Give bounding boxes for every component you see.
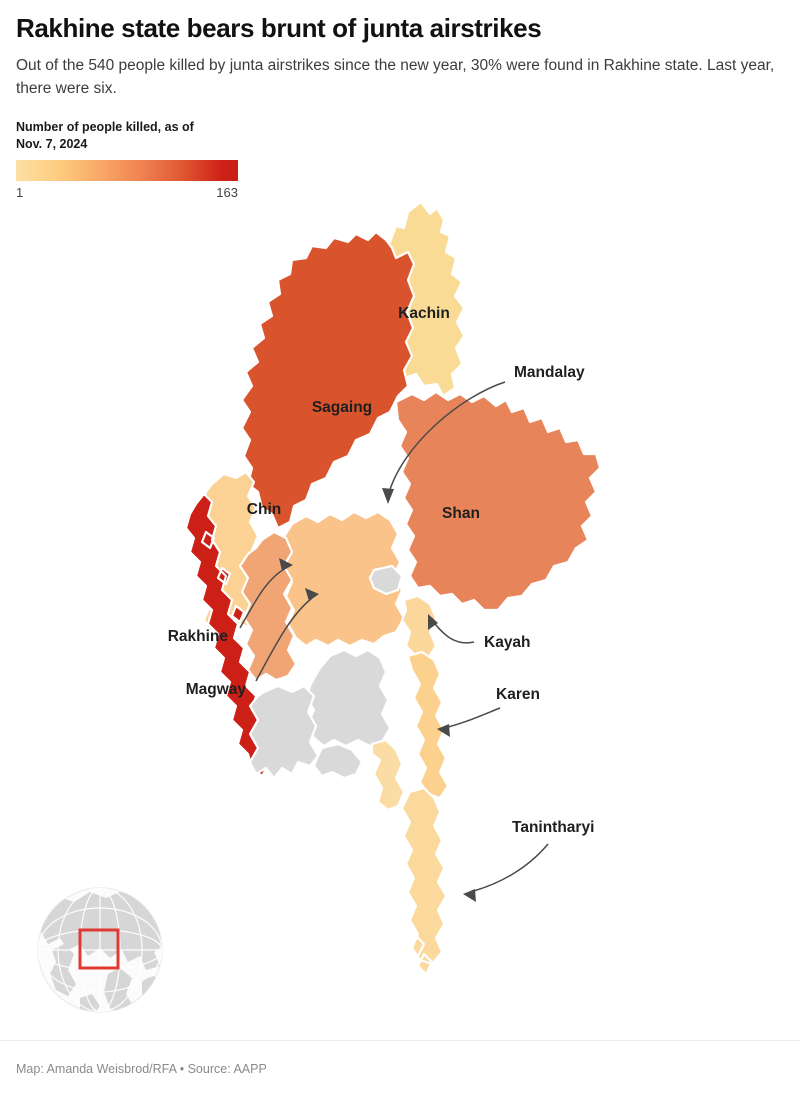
leader-line-kayah <box>431 619 475 644</box>
legend-gradient-bar <box>16 159 238 181</box>
map-label-rakhine: Rakhine <box>168 628 229 645</box>
map-label-shan: Shan <box>442 505 480 522</box>
callout-magway: Magway <box>186 588 319 698</box>
arrowhead-karen <box>437 724 450 737</box>
legend-title: Number of people killed, as of Nov. 7, 2… <box>16 119 194 151</box>
leader-line-magway <box>255 597 313 682</box>
page-subtitle: Out of the 540 people killed by junta ai… <box>16 57 775 98</box>
region-mon[interactable] <box>370 738 406 812</box>
legend: Number of people killed, as of Nov. 7, 2… <box>16 119 784 200</box>
map-label-kayah: Kayah <box>484 634 531 651</box>
map-label-karen: Karen <box>496 686 540 703</box>
callout-tanintharyi: Tanintharyi <box>463 819 594 902</box>
legend-scale: 1 163 <box>16 185 238 200</box>
page-title: Rakhine state bears brunt of junta airst… <box>16 13 542 43</box>
arrowhead-mandalay <box>382 488 394 504</box>
region-karen[interactable] <box>406 650 450 800</box>
legend-max-value: 163 <box>216 184 238 200</box>
map-label-magway: Magway <box>186 681 247 698</box>
region-yangon[interactable] <box>312 742 364 780</box>
callout-mandalay: Mandalay <box>382 364 585 504</box>
region-tanintharyi[interactable] <box>400 786 448 976</box>
map-label-kachin: Kachin <box>398 305 450 322</box>
map-label-mandalay: Mandalay <box>514 364 585 381</box>
locator-box <box>78 928 120 970</box>
choropleth-map: Kachin Sagaing Chin Shan Mandalay Rakhin… <box>0 196 800 986</box>
map-label-tanintharyi: Tanintharyi <box>512 819 594 836</box>
legend-min-value: 1 <box>16 184 24 200</box>
footer-divider <box>0 1040 800 1041</box>
arrowhead-kayah <box>428 614 438 630</box>
region-sagaing[interactable] <box>240 230 416 530</box>
footer-credit: Map: Amanda Weisbrod/RFA • Source: AAPP <box>16 1062 267 1076</box>
header: Rakhine state bears brunt of junta airst… <box>0 0 800 200</box>
leader-line-rakhine <box>239 567 287 629</box>
globe-icon <box>37 887 163 1013</box>
callout-kayah: Kayah <box>428 614 531 651</box>
map-label-sagaing: Sagaing <box>312 399 372 416</box>
leader-line-mandalay <box>387 381 506 497</box>
leader-line-tanintharyi <box>469 843 549 893</box>
arrowhead-tanintharyi <box>463 889 476 902</box>
region-shan[interactable] <box>394 390 602 612</box>
region-naypyidaw[interactable] <box>368 564 404 596</box>
callout-rakhine: Rakhine <box>168 558 293 645</box>
region-ayeyarwady[interactable] <box>248 684 320 780</box>
region-bago[interactable] <box>304 648 392 748</box>
globe-locator-inset <box>22 878 178 1028</box>
leader-line-karen <box>443 707 501 729</box>
arrowhead-rakhine <box>279 558 293 571</box>
map-label-chin: Chin <box>247 501 281 518</box>
callout-karen: Karen <box>437 686 540 737</box>
arrowhead-magway <box>305 588 319 601</box>
globe-landmass <box>38 890 162 1012</box>
myanmar-map-svg: Kachin Sagaing Chin Shan Mandalay Rakhin… <box>168 200 602 976</box>
